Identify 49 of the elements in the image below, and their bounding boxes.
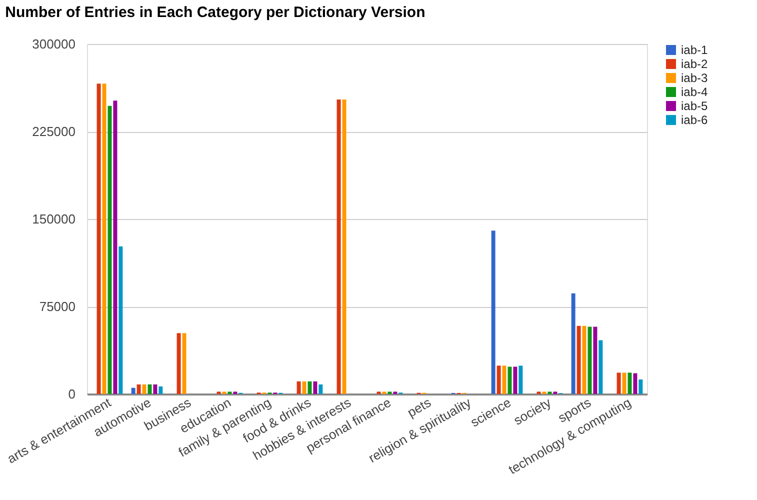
bar: [518, 366, 523, 394]
bar: [588, 326, 592, 394]
bar: [576, 326, 581, 394]
bar: [136, 384, 141, 394]
bar: [176, 333, 181, 394]
y-tick-label: 225000: [32, 124, 76, 139]
legend-label: iab-6: [681, 113, 708, 127]
y-tick-label: 0: [68, 386, 76, 402]
bar: [491, 230, 496, 394]
bar: [598, 340, 603, 394]
legend-label: iab-4: [681, 85, 708, 99]
bar: [513, 366, 518, 394]
bar: [296, 381, 301, 394]
bar: [628, 372, 632, 394]
bar: [638, 379, 643, 394]
bar: [148, 384, 152, 394]
bar: [158, 386, 163, 394]
bar: [302, 381, 306, 394]
legend-label: iab-5: [681, 99, 708, 113]
bar: [96, 84, 101, 394]
bar: [622, 372, 626, 394]
bar: [336, 100, 341, 394]
bar: [502, 366, 506, 394]
bar: [508, 366, 512, 394]
bar: [118, 246, 123, 394]
legend-label: iab-3: [681, 71, 708, 85]
bar: [633, 373, 638, 394]
bar: [102, 84, 106, 394]
bar: [318, 384, 323, 394]
bar: [571, 293, 576, 394]
bar: [342, 100, 346, 394]
bar: [182, 333, 186, 394]
y-tick-label: 150000: [32, 212, 76, 226]
bar: [142, 384, 146, 394]
bar: [131, 388, 136, 394]
bar: [496, 366, 501, 394]
bar: [113, 100, 118, 394]
bar: [582, 326, 586, 394]
y-tick-label: 300000: [32, 36, 76, 52]
legend-label: iab-1: [681, 43, 708, 57]
bar: [593, 326, 598, 394]
bar: [108, 106, 112, 394]
bar: [313, 381, 318, 394]
bar: [153, 384, 158, 394]
bar: [616, 372, 621, 394]
legend-label: iab-2: [681, 57, 708, 71]
chart-title: Number of Entries in Each Category per Dictionary Version: [5, 4, 426, 21]
y-tick-label: 75000: [39, 299, 76, 314]
bar: [308, 381, 312, 394]
